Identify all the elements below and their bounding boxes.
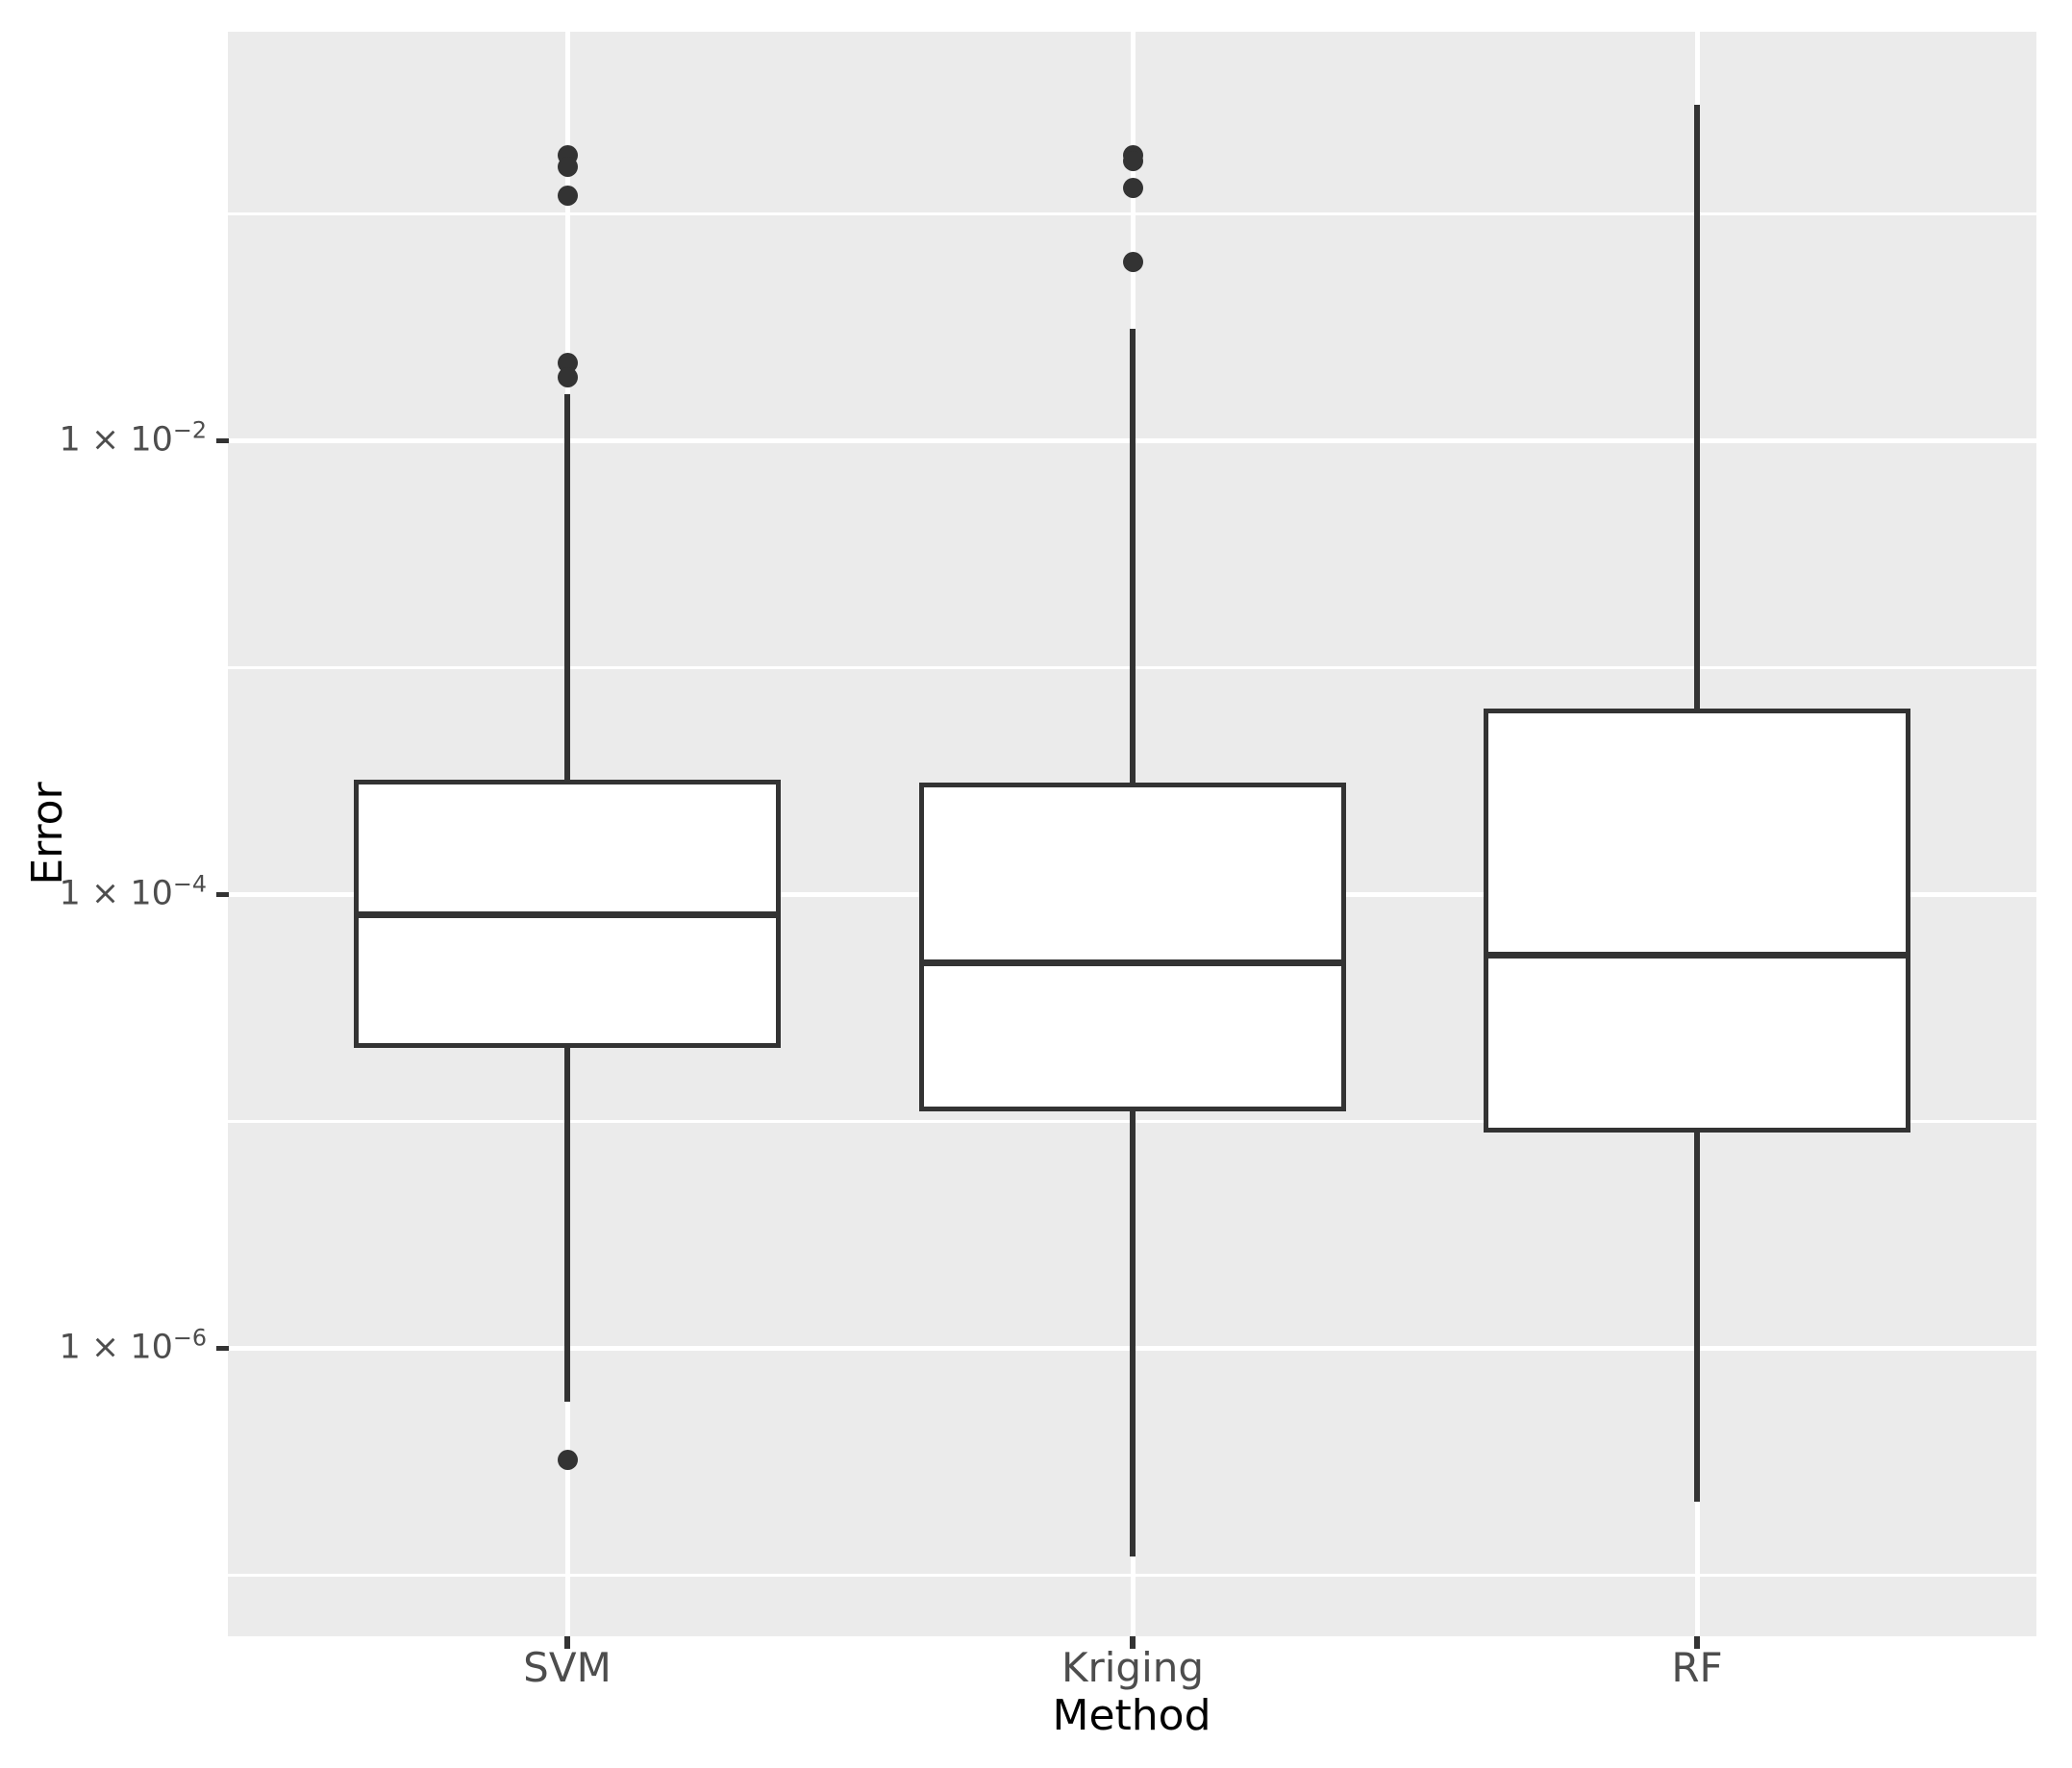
x-tick-label: Kriging (1061, 1644, 1205, 1691)
x-tick-mark (1130, 1636, 1136, 1649)
boxplot-median-line (924, 959, 1341, 966)
boxplot-upper-whisker (1694, 105, 1700, 711)
x-tick-label: SVM (523, 1644, 612, 1691)
outlier-point (557, 157, 578, 178)
outlier-point (1122, 177, 1143, 198)
boxplot-lower-whisker (1694, 1129, 1700, 1502)
outlier-point (557, 366, 578, 387)
y-tick-mark (216, 891, 229, 897)
y-tick-label: 1 × 10−4 (59, 870, 207, 913)
outlier-point (557, 1450, 578, 1471)
y-tick-label: 1 × 10−2 (59, 416, 207, 460)
outlier-point (1122, 151, 1143, 172)
boxplot-median-line (1488, 951, 1906, 959)
y-tick-mark (216, 1345, 229, 1351)
boxplot-median-line (359, 911, 776, 919)
boxplot-box (919, 783, 1346, 1112)
outlier-point (557, 185, 578, 206)
x-tick-mark (1694, 1636, 1700, 1649)
y-tick-mark (216, 437, 229, 443)
boxplot-upper-whisker (564, 393, 570, 783)
y-tick-label: 1 × 10−6 (59, 1324, 207, 1367)
boxplot-box (1484, 708, 1910, 1133)
y-axis-title: Error (23, 782, 72, 885)
plot-panel (228, 32, 2036, 1636)
x-tick-mark (564, 1636, 570, 1649)
x-tick-label: RF (1671, 1644, 1723, 1691)
boxplot-upper-whisker (1130, 329, 1136, 786)
boxplot-lower-whisker (1130, 1108, 1136, 1557)
outlier-point (1122, 252, 1143, 273)
x-axis-title: Method (1052, 1691, 1211, 1740)
boxplot-lower-whisker (564, 1044, 570, 1402)
